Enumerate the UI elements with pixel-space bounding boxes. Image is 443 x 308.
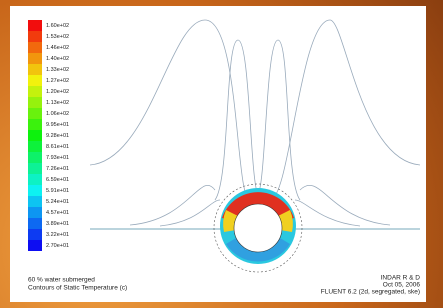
plot-panel: [10, 6, 426, 302]
colorbar-label: 5.24e+01: [46, 199, 69, 205]
colorbar-swatch: [28, 141, 42, 152]
colorbar-swatch: [28, 185, 42, 196]
screenshot: 1.60e+02 1.53e+02 1.46e+02 1.40e+02 1.33e+02…: [0, 0, 443, 308]
footer-right: INDAR R & D: [381, 275, 421, 282]
footer-left: 60 % water submerged: [28, 277, 95, 284]
colorbar-label: 1.20e+02: [46, 89, 69, 95]
colorbar-swatch: [28, 64, 42, 75]
colorbar-label: 6.59e+01: [46, 177, 69, 183]
colorbar-label: 2.70e+01: [46, 243, 69, 249]
colorbar-label: 3.89e+01: [46, 221, 69, 227]
contour-plot: 1.60e+02 1.53e+02 1.46e+02 1.40e+02 1.33e+02…: [0, 0, 443, 308]
colorbar-label: 9.95e+01: [46, 122, 69, 128]
colorbar-label: 8.61e+01: [46, 144, 69, 150]
colorbar-label: 7.93e+01: [46, 155, 69, 161]
colorbar-swatch: [28, 20, 42, 31]
colorbar-label: 1.06e+02: [46, 111, 69, 117]
colorbar-swatch: [28, 75, 42, 86]
colorbar-label: 1.40e+02: [46, 56, 69, 62]
colorbar-swatch: [28, 229, 42, 240]
colorbar-swatch: [28, 207, 42, 218]
colorbar-swatch: [28, 130, 42, 141]
colorbar-label: 1.60e+02: [46, 23, 69, 29]
colorbar-label: 1.53e+02: [46, 34, 69, 40]
colorbar-swatch: [28, 97, 42, 108]
colorbar-label: 9.28e+01: [46, 133, 69, 139]
colorbar-swatch: [28, 152, 42, 163]
colorbar-label: 3.22e+01: [46, 232, 69, 238]
colorbar-swatch: [28, 31, 42, 42]
footer-right: FLUENT 6.2 (2d, segregated, ske): [321, 289, 420, 296]
colorbar-swatch: [28, 218, 42, 229]
colorbar-label: 5.91e+01: [46, 188, 69, 194]
colorbar-swatch: [28, 42, 42, 53]
footer-right: Oct 05, 2006: [383, 282, 421, 289]
colorbar-swatch: [28, 108, 42, 119]
colorbar-swatch: [28, 86, 42, 97]
colorbar-label: 1.27e+02: [46, 78, 69, 84]
colorbar-swatch: [28, 53, 42, 64]
colorbar-label: 4.57e+01: [46, 210, 69, 216]
colorbar-label: 1.46e+02: [46, 45, 69, 51]
colorbar-label: 7.26e+01: [46, 166, 69, 172]
colorbar-swatch: [28, 119, 42, 130]
colorbar-swatch: [28, 240, 42, 251]
colorbar-label: 1.33e+02: [46, 67, 69, 73]
colorbar-label: 1.13e+02: [46, 100, 69, 106]
colorbar-swatch: [28, 196, 42, 207]
footer-left: Contours of Static Temperature (c): [28, 285, 127, 292]
colorbar-swatch: [28, 163, 42, 174]
colorbar-swatch: [28, 174, 42, 185]
